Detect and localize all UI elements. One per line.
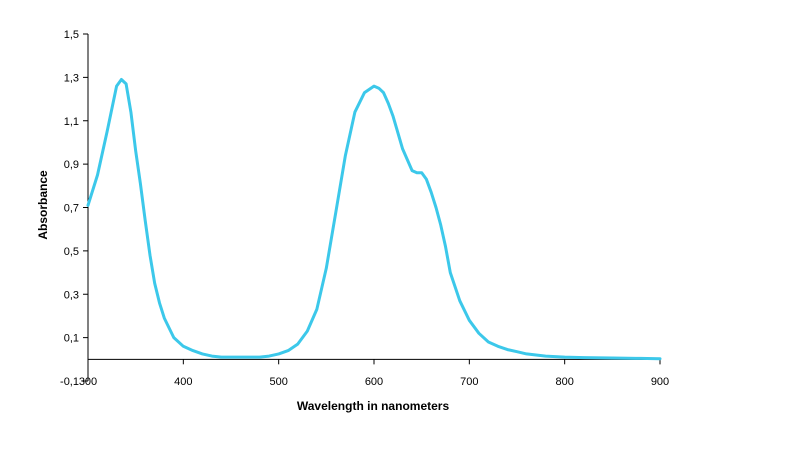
x-tick-label: 900 <box>651 376 669 388</box>
y-tick-label: 0,9 <box>64 159 79 171</box>
y-tick-label: -0,1 <box>60 376 79 388</box>
x-tick-label: 800 <box>555 376 573 388</box>
x-tick-label: 500 <box>269 376 287 388</box>
y-tick-label: 1,1 <box>64 116 79 128</box>
x-tick-label: 700 <box>460 376 478 388</box>
series-layer <box>86 78 662 361</box>
y-tick-label: 0,7 <box>64 203 79 215</box>
y-tick-label: 0,5 <box>64 246 79 258</box>
y-axis: -0,1 0,1 0,3 0,5 0,7 0,9 1,1 1,3 1,5 <box>60 29 89 388</box>
x-tick-label: 600 <box>365 376 383 388</box>
y-axis-title: Absorbance <box>36 170 50 240</box>
y-tick-label: 1,3 <box>64 72 79 84</box>
y-tick-label: 0,1 <box>64 333 79 345</box>
y-tick-label: 1,5 <box>64 29 79 41</box>
x-axis: 300 400 500 600 700 800 900 <box>79 358 669 388</box>
absorbance-series-line <box>86 78 662 361</box>
x-axis-title: Wavelength in nanometers <box>297 399 450 413</box>
x-tick-label: 400 <box>174 376 192 388</box>
y-tick-label: 0,3 <box>64 289 79 301</box>
x-tick-label: 300 <box>79 376 97 388</box>
